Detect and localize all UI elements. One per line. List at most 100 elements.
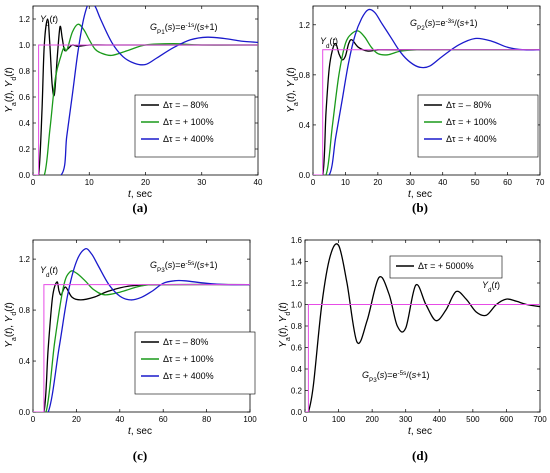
y-tick-label: 1.2: [291, 279, 303, 288]
chart-panel-a: 0 10 20 30 40 0.0 0.2 0.4 0.6 0.8 1.0 1.2 Δτ = – 80%…: [4, 5, 263, 215]
y-axis-label: Ya(t), Yd(t): [286, 67, 300, 112]
panel-caption: (d): [412, 448, 428, 463]
series-line-3: [33, 284, 250, 412]
y-tick-label: 1.6: [291, 236, 303, 245]
x-tick-label: 40: [438, 178, 447, 187]
x-axis-label: t, sec: [408, 189, 432, 200]
x-tick-label: 100: [243, 415, 257, 424]
series-group: [313, 8, 540, 175]
panel-caption: (a): [132, 200, 147, 215]
series-line-2: [33, 247, 250, 412]
y-tick-label: 1.2: [19, 255, 31, 264]
series-line-0: [305, 243, 540, 412]
x-axis-label: t, sec: [408, 426, 432, 437]
x-tick-label: 100: [332, 415, 346, 424]
chart-panel-d: 0 100 200 300 400 500 600 700 0.0 0.2 0.4 0.6 0.8 1.0…: [278, 236, 547, 463]
plot-frame: [32, 239, 251, 413]
x-tick-label: 10: [341, 178, 350, 187]
y-tick-label: 0.8: [19, 306, 31, 315]
y-tick-label: 1.0: [19, 41, 31, 50]
transfer-function-label: GP2(s)=e-3s/(s+1): [410, 18, 478, 32]
legend-label: Δτ = + 5000%: [418, 261, 474, 271]
reference-label: Yd(t): [40, 265, 58, 279]
y-axis-label: Ya(t), Yd(t): [4, 67, 18, 112]
y-tick-label: 0.8: [19, 67, 31, 76]
series-group: [305, 243, 540, 412]
legend: Δτ = – 80% Δτ = + 100% Δτ = + 400%: [134, 94, 256, 158]
x-tick-label: 0: [311, 178, 316, 187]
y-tick-label: 0.4: [19, 357, 31, 366]
y-tick-label: 0.2: [19, 145, 31, 154]
legend-label: Δτ = + 400%: [163, 134, 214, 144]
transfer-function-label: GP3(s)=e-5s/(s+1): [150, 260, 218, 274]
series-line-1: [33, 270, 250, 412]
x-tick-label: 20: [373, 178, 382, 187]
x-axis-label: t, sec: [128, 426, 152, 437]
transfer-function-label: GP3(s)=e-5s/(s+1): [362, 370, 430, 384]
y-tick-label: 0.0: [291, 408, 303, 417]
x-tick-label: 60: [159, 415, 168, 424]
y-tick-label: 0.6: [19, 93, 31, 102]
x-tick-label: 200: [365, 415, 379, 424]
x-tick-label: 70: [536, 178, 545, 187]
y-tick-label: 0.4: [19, 119, 31, 128]
y-tick-label: 1.2: [299, 21, 311, 30]
y-tick-label: 0.0: [19, 408, 31, 417]
y-tick-label: 0.2: [291, 387, 303, 396]
reference-label: Yd(t): [40, 14, 58, 28]
y-tick-label: 0.4: [299, 121, 311, 130]
legend-label: Δτ = + 100%: [163, 354, 214, 364]
x-tick-label: 0: [31, 178, 36, 187]
y-axis-label: Ya(t), Yd(t): [278, 302, 292, 347]
series-line-0: [33, 281, 250, 412]
y-tick-label: 0.0: [299, 171, 311, 180]
series-line-1: [305, 304, 540, 412]
legend-label: Δτ = + 100%: [446, 117, 497, 127]
x-tick-label: 60: [503, 178, 512, 187]
x-tick-label: 50: [471, 178, 480, 187]
x-tick-label: 40: [115, 415, 124, 424]
y-tick-label: 0.0: [19, 171, 31, 180]
x-tick-label: 300: [399, 415, 413, 424]
x-tick-label: 80: [202, 415, 211, 424]
chart-panel-c: 0 20 40 60 80 100 0.0 0.4 0.8 1.2 Δτ = – 80% Δτ = +…: [4, 239, 257, 463]
series-line-2: [313, 8, 540, 175]
x-tick-label: 400: [433, 415, 447, 424]
legend: Δτ = – 80% Δτ = + 100% Δτ = + 400%: [134, 331, 256, 395]
x-tick-label: 500: [466, 415, 480, 424]
x-tick-label: 30: [197, 178, 206, 187]
reference-label: Yd(t): [482, 280, 500, 294]
y-tick-label: 1.4: [291, 258, 303, 267]
reference-label: Yd(t): [320, 36, 338, 50]
legend-label: Δτ = – 80%: [163, 337, 208, 347]
x-tick-label: 0: [303, 415, 308, 424]
x-tick-label: 0: [31, 415, 36, 424]
y-tick-label: 1.0: [291, 301, 303, 310]
legend-label: Δτ = – 80%: [163, 100, 208, 110]
series-group: [33, 247, 250, 412]
panel-caption: (c): [133, 448, 147, 463]
series-line-3: [33, 44, 258, 175]
series-group: [33, 6, 258, 175]
x-tick-label: 20: [72, 415, 81, 424]
y-tick-label: 0.8: [299, 71, 311, 80]
x-tick-label: 20: [141, 178, 150, 187]
series-line-3: [313, 49, 540, 175]
legend-label: Δτ = + 400%: [163, 371, 214, 381]
legend: Δτ = – 80% Δτ = + 100% Δτ = + 400%: [417, 94, 539, 158]
x-tick-label: 30: [406, 178, 415, 187]
y-tick-label: 1.2: [19, 15, 31, 24]
y-tick-label: 0.8: [291, 322, 303, 331]
x-axis-label: t, sec: [128, 189, 152, 200]
y-tick-label: 0.6: [291, 344, 303, 353]
plot-frame: [312, 5, 541, 176]
transfer-function-label: GP1(s)=e-1s/(s+1): [150, 22, 218, 36]
panel-caption: (b): [412, 200, 428, 215]
x-tick-label: 10: [85, 178, 94, 187]
x-tick-label: 600: [500, 415, 514, 424]
y-tick-label: 0.4: [291, 365, 303, 374]
y-axis-label: Ya(t), Yd(t): [4, 302, 18, 347]
x-tick-label: 40: [254, 178, 263, 187]
legend-box: [389, 255, 503, 279]
legend-label: Δτ = + 400%: [446, 134, 497, 144]
